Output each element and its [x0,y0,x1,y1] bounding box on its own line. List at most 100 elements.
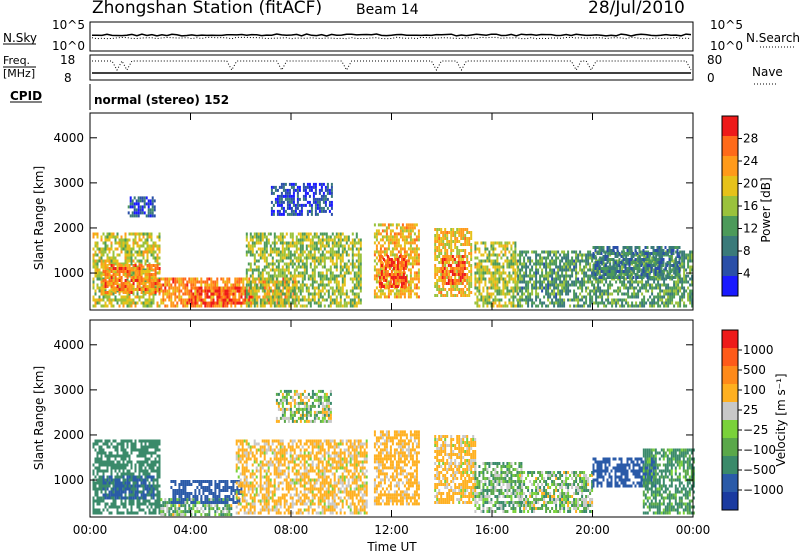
data-cell [320,188,323,192]
data-cell [577,256,580,260]
data-cell [234,295,237,299]
data-cell [689,283,692,287]
data-cell [302,182,305,186]
data-cell [218,292,221,296]
data-cell [124,256,127,260]
data-cell [577,280,580,284]
data-cell [120,235,123,239]
data-cell [249,265,252,269]
data-cell [539,301,542,305]
data-cell [253,232,256,236]
data-cell [417,247,420,251]
data-cell [307,301,310,305]
data-cell [517,304,520,308]
data-cell [415,223,418,227]
data-cell [551,289,554,293]
data-cell [436,249,439,252]
data-cell [287,247,290,251]
data-cell [589,304,592,308]
data-cell [457,264,460,267]
data-cell [142,256,145,260]
data-cell [280,197,283,201]
data-cell [164,286,167,290]
data-cell [137,202,140,206]
data-cell [565,292,568,296]
data-cell [438,255,441,258]
data-cell [506,286,509,290]
data-cell [285,262,288,266]
data-cell [259,274,262,278]
data-cell [436,228,439,231]
data-cell [478,280,481,284]
data-cell [601,295,604,299]
data-cell [108,273,111,276]
data-cell [441,258,444,261]
data-cell [438,252,441,255]
data-cell [553,286,556,290]
data-cell [132,279,135,282]
data-cell [643,298,646,302]
data-cell [114,256,117,260]
data-cell [355,292,358,296]
data-cell [305,235,308,239]
data-cell [523,286,526,290]
data-cell [245,253,248,257]
data-cell [463,273,466,276]
data-cell [333,265,336,269]
data-cell [156,244,159,248]
freq-tick-bottom: 8 [64,71,72,85]
data-cell [405,226,408,230]
data-cell [202,298,205,302]
data-cell [381,244,384,248]
data-cell [482,241,485,245]
data-cell [128,291,131,294]
data-cell [478,286,481,290]
data-cell [383,223,386,227]
data-cell [691,259,694,263]
data-cell [395,253,398,257]
data-cell [661,295,664,299]
data-cell [271,250,274,254]
data-cell [132,238,135,242]
data-cell [277,250,280,254]
data-cell [141,199,144,203]
data-cell [339,232,342,236]
data-cell [504,295,507,299]
data-cell [359,271,362,275]
data-cell [198,292,201,296]
data-cell [297,286,300,290]
data-cell [267,283,270,287]
data-cell [639,280,642,284]
data-cell [96,259,99,263]
data-cell [288,206,291,210]
data-cell [291,289,294,293]
data-cell [391,253,394,257]
data-cell [440,291,443,294]
data-cell [251,298,254,302]
data-cell [285,289,288,293]
data-cell [321,253,324,257]
data-cell [138,273,141,276]
data-cell [274,286,277,290]
data-cell [508,280,511,284]
data-cell [443,255,446,258]
data-cell [247,262,250,266]
data-cell [104,250,107,254]
data-cell [263,289,266,293]
data-cell [514,247,517,251]
data-cell [132,292,135,296]
data-cell [247,283,250,287]
data-cell [267,265,270,269]
data-cell [355,304,358,308]
data-cell [508,271,511,275]
data-cell [292,185,295,189]
data-cell [569,298,572,302]
data-cell [210,283,213,287]
data-cell [393,271,396,275]
data-cell [502,280,505,284]
data-cell [106,247,109,251]
data-cell [136,232,139,236]
data-cell [144,241,147,245]
data-cell [557,304,560,308]
data-cell [561,274,564,278]
